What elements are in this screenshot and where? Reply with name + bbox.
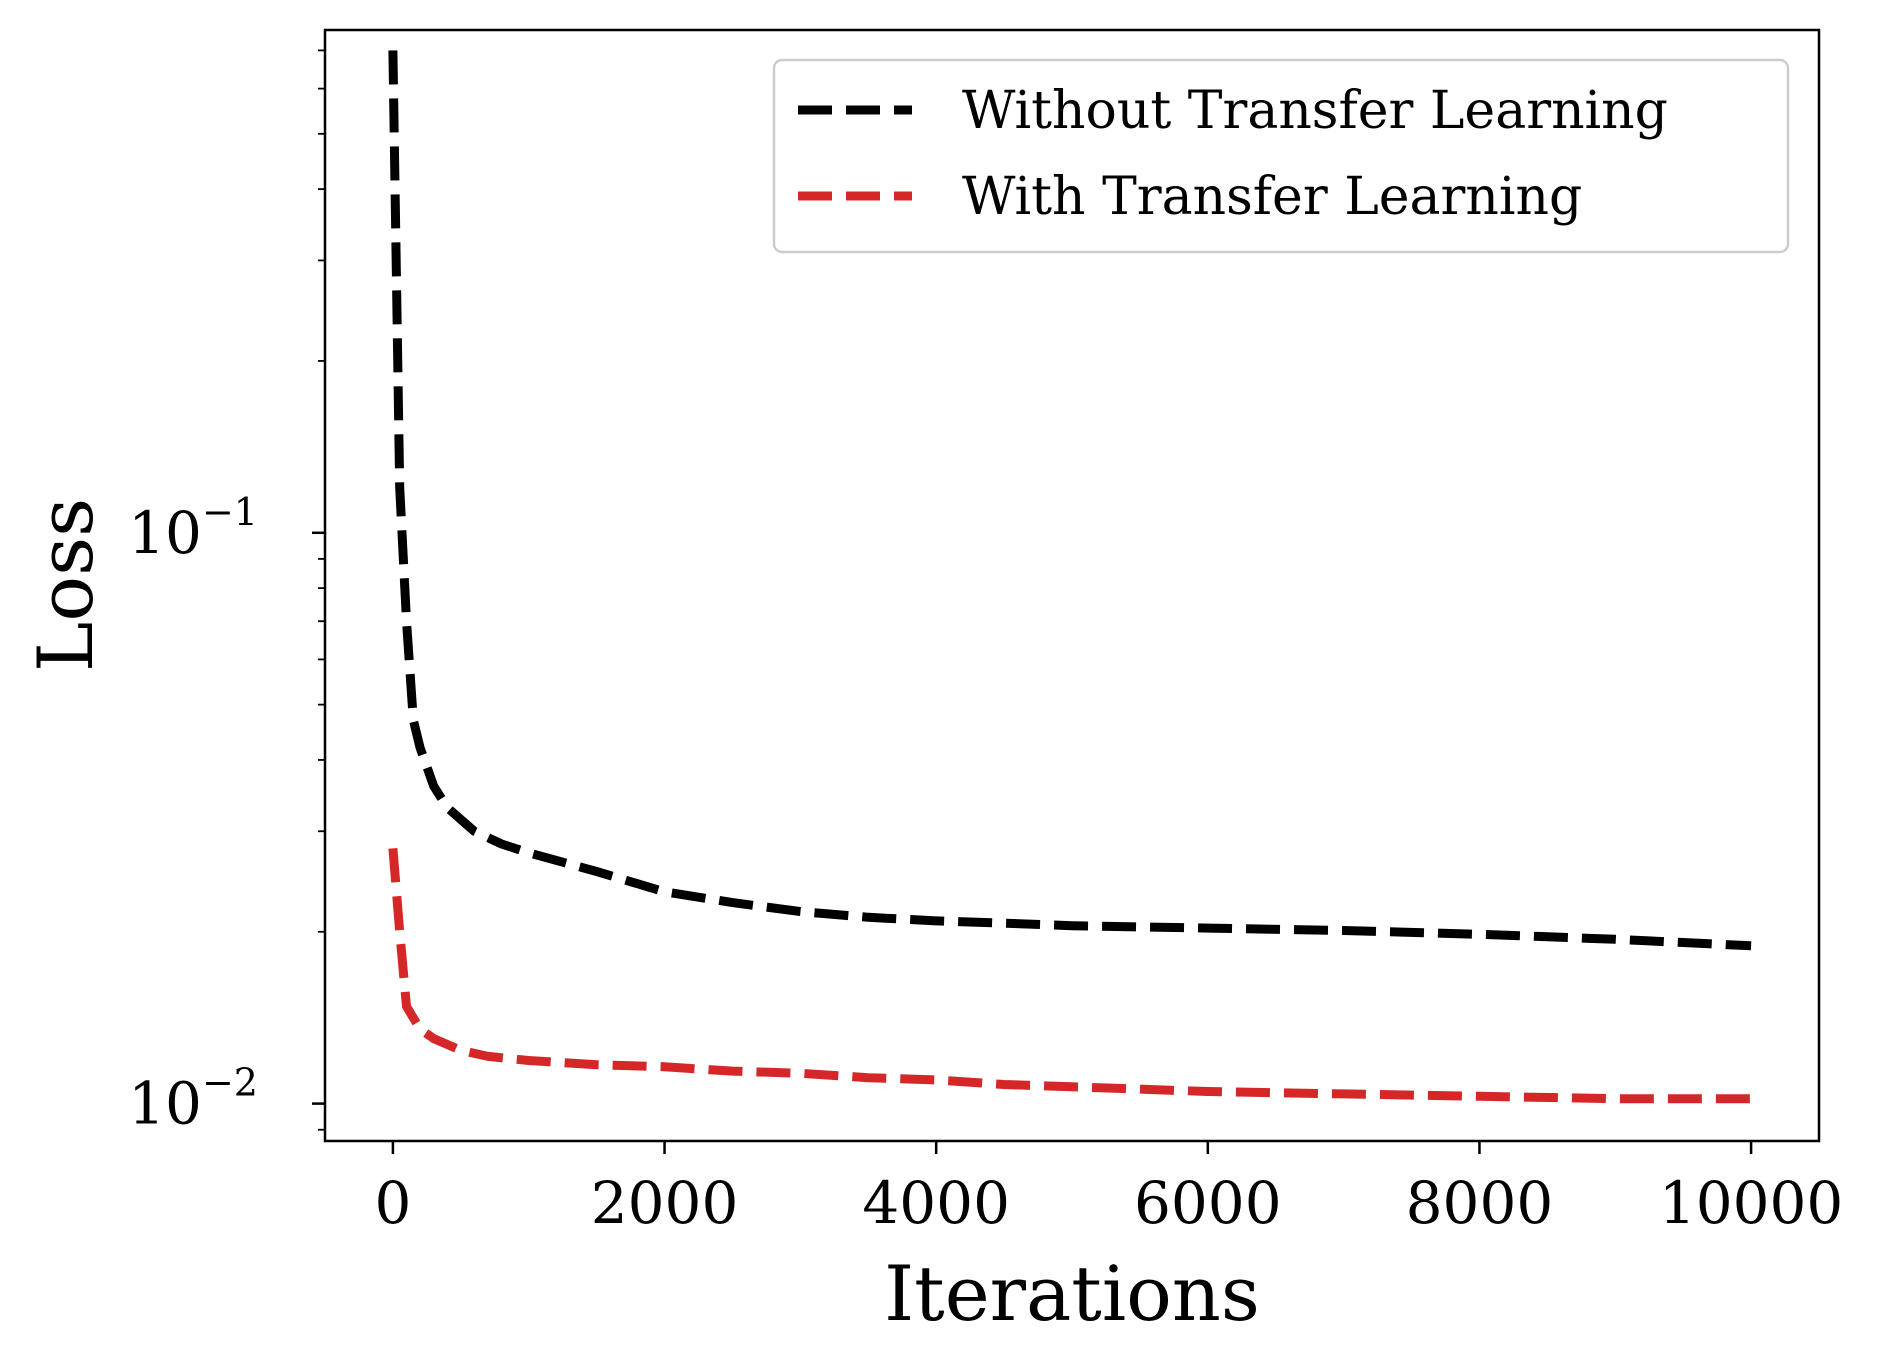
y-tick-base: 10 [128, 1070, 202, 1138]
legend-box [772, 58, 1790, 254]
y-tick-label: 10−1 [128, 490, 258, 567]
legend-label-1: Without Transfer Learning [962, 81, 1668, 141]
x-tick-label: 6000 [1134, 1169, 1282, 1237]
x-tick-label: 8000 [1406, 1169, 1554, 1237]
y-axis: 10−210−1 [128, 49, 325, 1138]
y-tick-exponent: −1 [202, 490, 258, 534]
y-tick-exponent: −2 [202, 1061, 258, 1105]
x-axis: 0 2000 4000 6000 8000 10000 [374, 1141, 1843, 1237]
legend: Without Transfer Learning With Transfer L… [772, 58, 1790, 254]
series-layer [388, 50, 1752, 1104]
x-tick-label: 10000 [1659, 1169, 1844, 1237]
plot-frame [323, 28, 1821, 1143]
y-tick-base: 10 [128, 499, 202, 567]
series-line-2 [388, 848, 1752, 1104]
legend-label-2: With Transfer Learning [962, 167, 1582, 227]
x-tick-label: 2000 [591, 1169, 739, 1237]
y-axis-label: Loss [21, 498, 110, 672]
y-tick-label: 10−2 [128, 1061, 258, 1138]
x-tick-label: 0 [374, 1169, 411, 1237]
x-tick-label: 4000 [862, 1169, 1010, 1237]
x-axis-label: Iterations [884, 1249, 1260, 1338]
series-line-1 [388, 50, 1752, 951]
